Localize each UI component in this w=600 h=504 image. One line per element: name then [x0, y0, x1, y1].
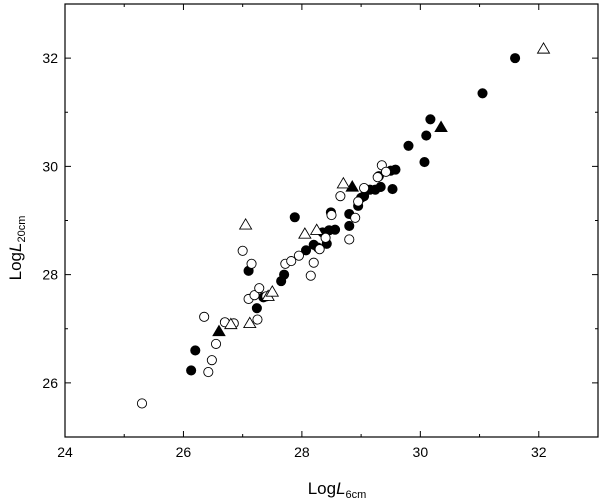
y-tick-label: 28 [42, 267, 58, 283]
filled-circle-point [510, 53, 521, 64]
open-circle-point [199, 311, 210, 322]
filled-circle-point [186, 365, 197, 376]
filled-triangle-point [212, 324, 226, 337]
filled-circle-point [421, 130, 432, 141]
x-axis-label: LogL6cm [308, 479, 367, 501]
open-circle-point [206, 355, 217, 366]
open-circle-point [254, 283, 265, 294]
open-circle-point [372, 172, 383, 183]
open-circle-point [359, 182, 370, 194]
filled-circle-point [190, 345, 201, 356]
open-circle-point [344, 234, 355, 245]
open-circle-point [320, 232, 331, 243]
x-axis-label-var: L [336, 479, 345, 498]
open-circle-point [252, 314, 263, 325]
filled-circle-point [300, 245, 312, 256]
y-tick-label: 26 [42, 375, 58, 391]
filled-circle-point [477, 88, 488, 99]
filled-circle-point [387, 184, 398, 195]
open-circle-point [249, 290, 260, 301]
open-triangle-point [309, 223, 324, 235]
x-axis-label-sub: 6cm [346, 489, 367, 501]
x-tick-label: 24 [57, 444, 73, 460]
filled-circle-point [279, 269, 290, 280]
x-tick-label: 30 [413, 444, 429, 460]
open-triangle-point [536, 42, 551, 54]
filled-circle-point [390, 164, 401, 175]
y-axis-label-prefix: Log [6, 252, 25, 280]
open-circle-point [380, 166, 392, 177]
x-tick-label: 32 [531, 444, 547, 460]
open-circle-point [326, 210, 337, 221]
axis-ticks [64, 3, 599, 438]
x-axis-label-prefix: Log [308, 479, 336, 498]
open-circle-point [350, 212, 361, 223]
y-axis-label-sub: 20cm [16, 216, 28, 243]
open-circle-point [286, 256, 297, 267]
filled-circle-point [289, 212, 300, 223]
open-triangle-point [224, 317, 238, 330]
open-triangle-point [298, 227, 312, 239]
filled-circle-point [403, 140, 414, 151]
open-triangle-point [265, 285, 280, 297]
filled-circle-point [375, 181, 386, 192]
filled-triangle-point [345, 180, 360, 192]
open-circle-point [308, 257, 319, 268]
filled-circle-point [419, 156, 430, 168]
open-triangle-point [336, 176, 351, 189]
open-triangle-point [242, 316, 257, 328]
y-tick-label: 32 [42, 50, 58, 66]
open-circle-point [305, 270, 316, 281]
open-circle-point [136, 398, 148, 409]
data-points [136, 42, 551, 409]
y-axis-label-var: L [6, 243, 25, 252]
filled-circle-point [425, 114, 436, 125]
open-circle-point [335, 191, 346, 202]
open-circle-point [293, 250, 304, 261]
open-circle-point [314, 244, 325, 255]
open-circle-point [203, 366, 214, 378]
open-circle-point [353, 196, 364, 207]
filled-triangle-point [434, 120, 448, 133]
open-circle-point [246, 258, 257, 269]
y-axis-label: LogL20cm [6, 216, 28, 281]
axis-tick-labels: 24 26 28 30 32 26 28 30 32 [42, 50, 546, 460]
y-tick-label: 30 [42, 158, 58, 174]
open-circle-point [210, 338, 222, 349]
filled-circle-point [344, 220, 355, 231]
filled-circle-point [330, 224, 341, 235]
open-circle-point [237, 245, 248, 256]
plot-frame [64, 3, 599, 438]
x-tick-label: 28 [294, 444, 310, 460]
open-triangle-point [238, 217, 253, 230]
filled-circle-point [251, 303, 262, 314]
x-tick-label: 26 [176, 444, 192, 460]
